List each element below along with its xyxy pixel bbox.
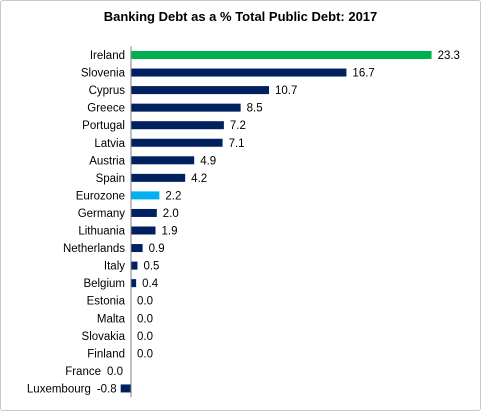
- category-label-luxembourg: Luxembourg: [27, 383, 91, 395]
- category-label-france: France: [65, 366, 101, 378]
- value-label-spain: 4.2: [191, 173, 207, 185]
- bar-ireland: [131, 51, 432, 59]
- value-label-italy: 0.5: [143, 261, 159, 273]
- category-label-slovenia: Slovenia: [81, 68, 126, 80]
- value-label-lithuania: 1.9: [162, 226, 178, 238]
- value-label-ireland: 23.3: [438, 50, 460, 62]
- value-label-netherlands: 0.9: [149, 243, 165, 255]
- value-label-greece: 8.5: [247, 103, 263, 115]
- category-label-slovakia: Slovakia: [82, 331, 126, 343]
- bar-greece: [131, 103, 241, 112]
- bar-belgium: [131, 279, 137, 288]
- value-label-finland: 0.0: [137, 348, 153, 360]
- value-label-malta: 0.0: [137, 313, 153, 325]
- bar-netherlands: [131, 244, 143, 253]
- bar-spain: [131, 173, 186, 182]
- category-label-latvia: Latvia: [94, 138, 125, 150]
- category-label-malta: Malta: [97, 313, 126, 325]
- category-label-netherlands: Netherlands: [63, 243, 125, 255]
- category-label-belgium: Belgium: [83, 278, 125, 290]
- labels-layer: Ireland 23.3 Slovenia 16.7 Cyprus 10.7 Greece 8…: [27, 50, 460, 395]
- bar-portugal: [131, 121, 224, 130]
- value-label-slovenia: 16.7: [352, 68, 374, 80]
- category-label-italy: Italy: [104, 261, 125, 273]
- category-label-austria: Austria: [89, 155, 125, 167]
- value-label-france: 0.0: [107, 366, 123, 378]
- bar-eurozone: [131, 191, 160, 200]
- value-label-portugal: 7.2: [230, 120, 246, 132]
- bar-latvia: [131, 138, 223, 147]
- bar-lithuania: [131, 226, 156, 235]
- value-label-austria: 4.9: [200, 155, 216, 167]
- bar-austria: [131, 156, 195, 165]
- category-label-ireland: Ireland: [90, 50, 125, 62]
- category-label-spain: Spain: [96, 173, 125, 185]
- value-label-slovakia: 0.0: [137, 331, 153, 343]
- category-label-cyprus: Cyprus: [89, 85, 126, 97]
- value-label-estonia: 0.0: [137, 296, 153, 308]
- category-label-portugal: Portugal: [82, 120, 125, 132]
- bar-cyprus: [131, 86, 270, 95]
- bar-luxembourg: [120, 384, 131, 393]
- category-label-eurozone: Eurozone: [76, 190, 125, 202]
- value-label-latvia: 7.1: [229, 138, 245, 150]
- bar-italy: [131, 261, 138, 270]
- chart-title: Banking Debt as a % Total Public Debt: 2…: [103, 9, 378, 24]
- category-label-lithuania: Lithuania: [78, 226, 125, 238]
- category-label-germany: Germany: [78, 208, 126, 220]
- bar-germany: [131, 208, 157, 217]
- value-label-germany: 2.0: [163, 208, 179, 220]
- value-label-cyprus: 10.7: [275, 85, 297, 97]
- value-label-luxembourg: -0.8: [97, 383, 117, 395]
- category-label-estonia: Estonia: [87, 296, 126, 308]
- bar-slovenia: [131, 68, 347, 77]
- bars-layer: [120, 51, 432, 393]
- value-label-belgium: 0.4: [142, 278, 159, 290]
- category-label-greece: Greece: [87, 103, 125, 115]
- category-label-finland: Finland: [87, 348, 125, 360]
- value-label-eurozone: 2.2: [165, 190, 181, 202]
